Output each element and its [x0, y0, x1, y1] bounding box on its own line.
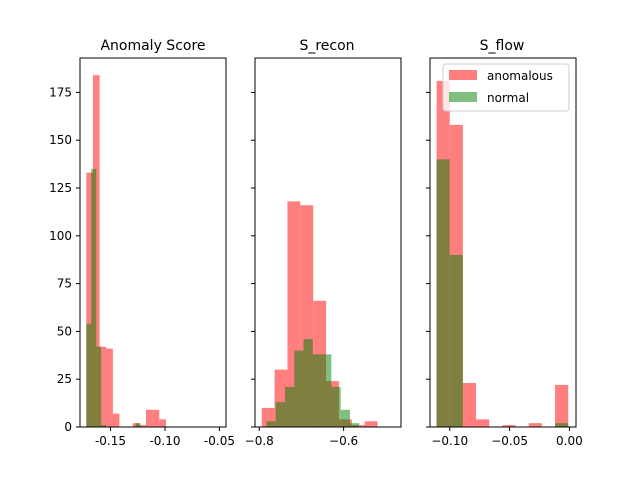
bar-normal-2: [284, 386, 295, 427]
bar-normal-9: [555, 423, 569, 427]
bar-anomalous-11: [159, 419, 166, 427]
panel-anomaly-score: Anomaly Score -0.15 -0.10 -0.05 0 25 50 75 100…: [49, 38, 235, 448]
panel-title: S_flow: [480, 38, 525, 54]
axes-frame: [429, 57, 577, 428]
bar-anomalous-2: [462, 383, 477, 427]
bar-anomalous-7: [528, 423, 542, 427]
axes-frame: [79, 57, 227, 428]
bar-anomalous-9: [146, 409, 153, 427]
x-tick-label: -0.10: [149, 434, 180, 448]
legend-label-normal: normal: [487, 91, 529, 105]
legend-swatch-normal: [449, 92, 477, 102]
y-tick-label: 0: [64, 420, 72, 434]
histogram-bars: [436, 80, 569, 428]
panel-s-recon: S_recon −0.8 −0.6: [245, 38, 402, 448]
bar-normal-0: [86, 323, 92, 427]
bar-anomalous-8: [364, 421, 378, 427]
legend-swatch-anomalous: [449, 70, 477, 80]
y-tick-label: 175: [49, 85, 72, 99]
bar-normal-2: [96, 346, 102, 427]
x-tick-label: -0.05: [204, 434, 235, 448]
bar-normal-9: [349, 423, 360, 427]
panel-s-flow: S_flow −0.10 −0.05 0.00 anomalous normal: [426, 38, 583, 448]
x-tick-label: −0.10: [431, 434, 468, 448]
y-axis-ticks: [426, 91, 430, 428]
bar-normal-5: [312, 354, 323, 427]
x-tick-label: −0.6: [329, 434, 358, 448]
bar-anomalous-0: [86, 172, 93, 427]
x-tick-label: -0.15: [95, 434, 126, 448]
x-axis-ticks: -0.15 -0.10 -0.05: [95, 427, 235, 448]
bar-normal-4: [303, 339, 313, 427]
legend: anomalous normal: [442, 63, 570, 112]
bar-anomalous-5: [502, 425, 516, 427]
axes-frame: [254, 57, 402, 428]
legend-label-anomalous: anomalous: [487, 69, 553, 83]
x-axis-ticks: −0.8 −0.6: [245, 427, 358, 448]
x-tick-label: −0.8: [245, 434, 274, 448]
panel-title: Anomaly Score: [100, 38, 205, 54]
bar-normal-3: [101, 425, 107, 427]
bar-normal-8: [340, 409, 350, 427]
bar-normal-1: [275, 402, 285, 427]
x-tick-label: −0.05: [491, 434, 528, 448]
y-tick-label: 100: [49, 229, 72, 243]
bar-anomalous-2: [99, 346, 107, 427]
y-tick-label: 25: [57, 372, 72, 386]
panel-title: S_recon: [299, 38, 354, 54]
bar-normal-0: [436, 159, 450, 427]
bar-anomalous-3: [106, 348, 113, 427]
bar-anomalous-9: [555, 384, 569, 427]
bar-normal-7: [331, 386, 341, 427]
bar-anomalous-10: [152, 409, 160, 427]
histogram-bars: [86, 75, 166, 428]
bar-normal-3: [294, 350, 304, 427]
y-tick-label: 50: [57, 324, 72, 338]
bar-anomalous-4: [112, 413, 120, 427]
x-axis-ticks: −0.10 −0.05 0.00: [431, 427, 583, 448]
y-tick-label: 75: [57, 277, 72, 291]
bar-anomalous-3: [476, 419, 490, 427]
bar-normal-6: [322, 354, 332, 427]
bar-normal-10: [135, 423, 141, 427]
bar-normal-1: [91, 168, 97, 427]
bar-normal-1: [449, 254, 463, 427]
y-tick-label: 150: [49, 133, 72, 147]
x-tick-label: 0.00: [556, 434, 583, 448]
y-axis-ticks: [251, 91, 255, 428]
bar-anomalous-1: [92, 75, 100, 428]
y-axis-ticks: 0 25 50 75 100 125 150 175: [49, 85, 80, 434]
bar-anomalous-8: [139, 425, 147, 427]
bar-normal-0: [266, 421, 276, 427]
y-tick-label: 125: [49, 181, 72, 195]
histogram-bars: [261, 201, 378, 427]
